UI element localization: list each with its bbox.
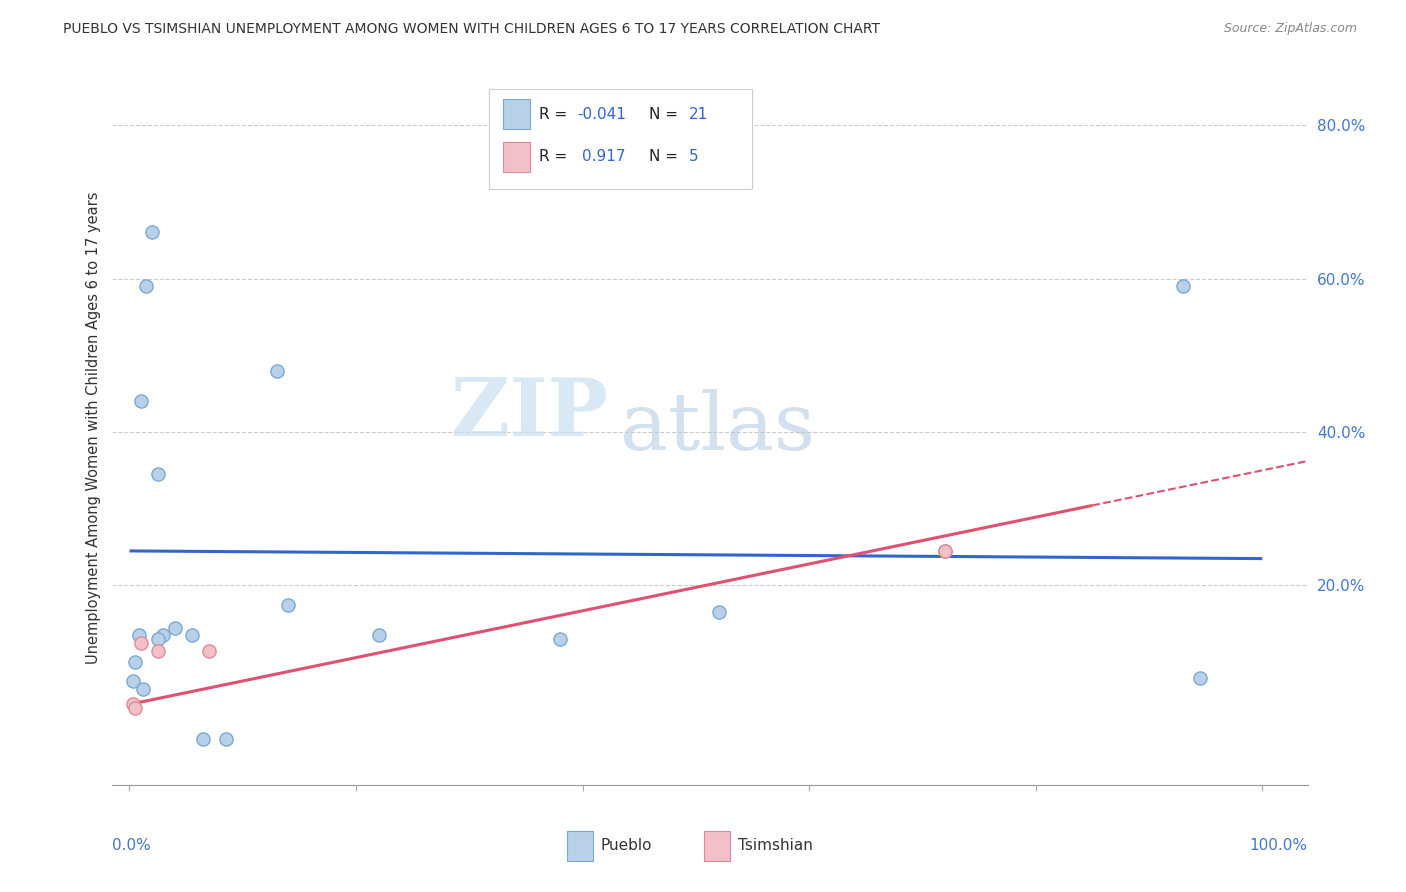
FancyBboxPatch shape	[567, 830, 593, 861]
Text: -0.041: -0.041	[578, 107, 626, 121]
Point	[548, 632, 571, 647]
FancyBboxPatch shape	[503, 99, 530, 129]
Point	[215, 731, 238, 746]
Point	[277, 598, 299, 612]
Point	[191, 731, 214, 746]
Text: N =: N =	[650, 150, 683, 164]
Point	[707, 605, 730, 619]
Point	[266, 363, 288, 377]
Point	[135, 279, 157, 293]
FancyBboxPatch shape	[489, 89, 752, 189]
Point	[152, 628, 174, 642]
Point	[124, 655, 146, 669]
Point	[141, 226, 163, 240]
Text: atlas: atlas	[620, 389, 815, 467]
Point	[122, 674, 145, 689]
Text: 0.917: 0.917	[582, 150, 626, 164]
Point	[146, 632, 169, 647]
Text: 0.0%: 0.0%	[112, 838, 152, 854]
Point	[146, 467, 169, 482]
Point	[122, 698, 145, 712]
Text: Source: ZipAtlas.com: Source: ZipAtlas.com	[1223, 22, 1357, 36]
Text: Tsimshian: Tsimshian	[738, 838, 813, 853]
Point	[180, 628, 202, 642]
Text: ZIP: ZIP	[451, 375, 609, 453]
Point	[934, 544, 956, 558]
Point	[146, 643, 169, 657]
Point	[1171, 279, 1194, 293]
Point	[1188, 671, 1211, 685]
FancyBboxPatch shape	[503, 142, 530, 172]
Point	[129, 636, 152, 650]
Text: 21: 21	[689, 107, 707, 121]
Text: 5: 5	[689, 150, 699, 164]
Point	[934, 544, 956, 558]
Point	[124, 701, 146, 715]
Point	[163, 621, 186, 635]
Text: PUEBLO VS TSIMSHIAN UNEMPLOYMENT AMONG WOMEN WITH CHILDREN AGES 6 TO 17 YEARS CO: PUEBLO VS TSIMSHIAN UNEMPLOYMENT AMONG W…	[63, 22, 880, 37]
Text: 100.0%: 100.0%	[1250, 838, 1308, 854]
Point	[132, 681, 155, 696]
Point	[129, 394, 152, 409]
Text: Pueblo: Pueblo	[600, 838, 651, 853]
Text: R =: R =	[538, 107, 572, 121]
Text: R =: R =	[538, 150, 576, 164]
Y-axis label: Unemployment Among Women with Children Ages 6 to 17 years: Unemployment Among Women with Children A…	[86, 192, 101, 665]
FancyBboxPatch shape	[704, 830, 730, 861]
Text: N =: N =	[650, 107, 683, 121]
Point	[367, 628, 389, 642]
Point	[197, 643, 219, 657]
Point	[128, 628, 150, 642]
